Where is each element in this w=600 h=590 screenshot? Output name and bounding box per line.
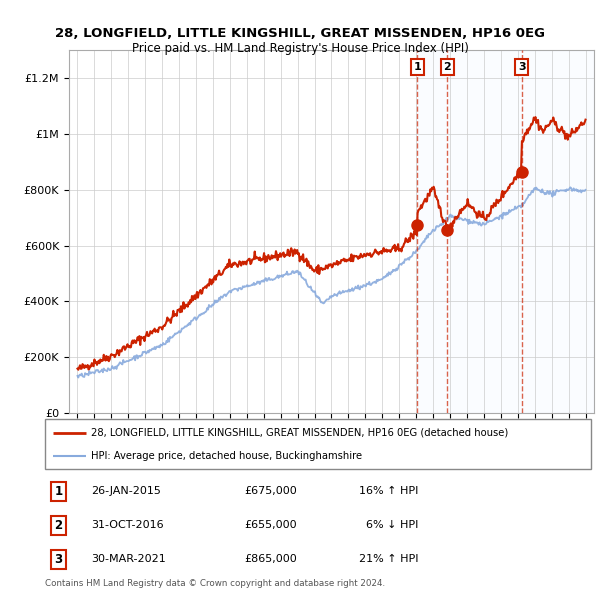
Text: 3: 3 <box>518 62 526 72</box>
Bar <box>418 50 594 413</box>
Text: £865,000: £865,000 <box>244 555 297 565</box>
Text: £655,000: £655,000 <box>244 520 297 530</box>
Text: 6% ↓ HPI: 6% ↓ HPI <box>359 520 418 530</box>
Text: 31-OCT-2016: 31-OCT-2016 <box>91 520 164 530</box>
FancyBboxPatch shape <box>45 419 591 469</box>
Text: Price paid vs. HM Land Registry's House Price Index (HPI): Price paid vs. HM Land Registry's House … <box>131 42 469 55</box>
Text: 1: 1 <box>55 485 63 498</box>
Text: 26-JAN-2015: 26-JAN-2015 <box>91 486 161 496</box>
Text: 21% ↑ HPI: 21% ↑ HPI <box>359 555 418 565</box>
Text: 2: 2 <box>55 519 63 532</box>
Text: 28, LONGFIELD, LITTLE KINGSHILL, GREAT MISSENDEN, HP16 0EG (detached house): 28, LONGFIELD, LITTLE KINGSHILL, GREAT M… <box>91 428 509 438</box>
Text: 30-MAR-2021: 30-MAR-2021 <box>91 555 166 565</box>
Text: 2: 2 <box>443 62 451 72</box>
Text: 1: 1 <box>413 62 421 72</box>
Text: HPI: Average price, detached house, Buckinghamshire: HPI: Average price, detached house, Buck… <box>91 451 362 461</box>
Text: 28, LONGFIELD, LITTLE KINGSHILL, GREAT MISSENDEN, HP16 0EG: 28, LONGFIELD, LITTLE KINGSHILL, GREAT M… <box>55 27 545 40</box>
Text: 3: 3 <box>55 553 63 566</box>
Text: 16% ↑ HPI: 16% ↑ HPI <box>359 486 418 496</box>
Text: Contains HM Land Registry data © Crown copyright and database right 2024.
This d: Contains HM Land Registry data © Crown c… <box>45 579 385 590</box>
Text: £675,000: £675,000 <box>244 486 297 496</box>
